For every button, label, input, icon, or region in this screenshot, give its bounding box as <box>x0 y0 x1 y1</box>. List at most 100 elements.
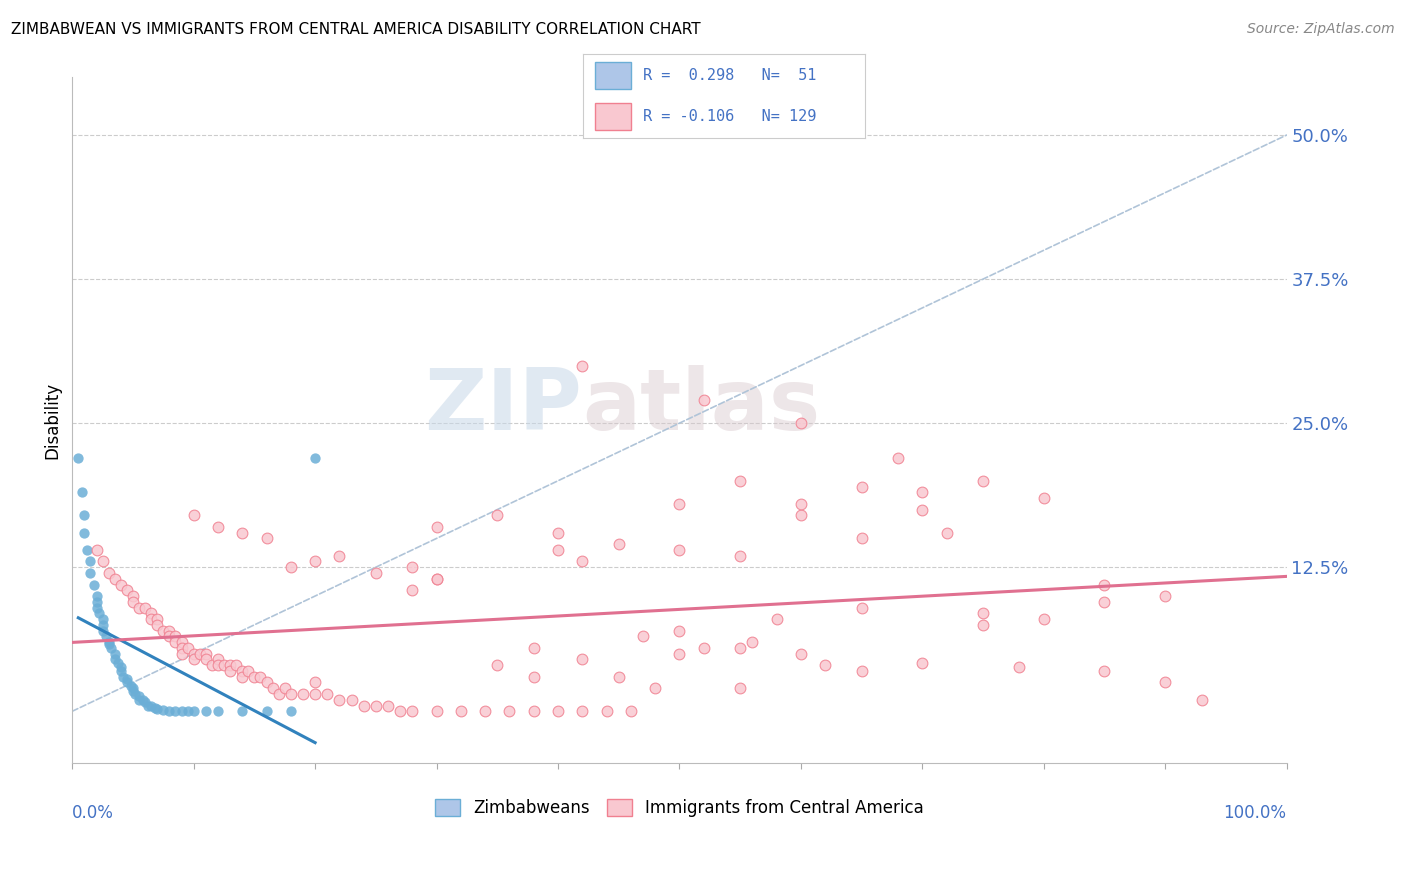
Point <box>741 635 763 649</box>
Point <box>364 566 387 580</box>
Point <box>176 704 198 718</box>
Text: 0.0%: 0.0% <box>72 805 114 822</box>
Point <box>207 652 229 666</box>
Point <box>110 577 132 591</box>
Point <box>935 525 957 540</box>
Point <box>141 612 163 626</box>
Point <box>79 554 101 568</box>
Point <box>157 624 180 638</box>
Point <box>814 658 837 673</box>
Point <box>972 607 994 621</box>
Point <box>104 647 127 661</box>
Point <box>83 577 105 591</box>
Text: 100.0%: 100.0% <box>1223 805 1286 822</box>
Point <box>141 607 163 621</box>
Y-axis label: Disability: Disability <box>44 382 60 458</box>
Point <box>112 670 135 684</box>
Point <box>644 681 666 696</box>
Point <box>183 647 205 661</box>
Point <box>304 687 326 701</box>
Point <box>97 566 120 580</box>
Point <box>170 647 193 661</box>
Point <box>207 658 229 673</box>
Point <box>765 612 787 626</box>
Point <box>364 698 387 713</box>
Point <box>851 532 873 546</box>
Point <box>1191 692 1213 706</box>
Point <box>401 560 423 574</box>
Point <box>165 635 187 649</box>
Point <box>188 647 211 661</box>
Point <box>122 589 145 603</box>
Point <box>523 704 546 718</box>
Point <box>267 687 290 701</box>
Point <box>243 670 266 684</box>
Point <box>122 683 145 698</box>
Point <box>91 612 114 626</box>
Point <box>170 635 193 649</box>
Point <box>157 704 180 718</box>
Point <box>231 704 253 718</box>
Point <box>152 703 174 717</box>
Point <box>262 681 284 696</box>
Point <box>304 675 326 690</box>
Point <box>911 502 934 516</box>
Point <box>911 656 934 670</box>
Point <box>134 695 156 709</box>
Point <box>128 690 150 704</box>
Point <box>115 675 138 690</box>
Point <box>486 508 509 523</box>
Point <box>256 704 278 718</box>
Point <box>91 554 114 568</box>
Point <box>1008 660 1031 674</box>
Point <box>851 600 873 615</box>
Point <box>668 543 690 558</box>
Point <box>238 664 260 678</box>
Point <box>128 692 150 706</box>
Point <box>304 554 326 568</box>
Point <box>790 416 813 430</box>
Point <box>328 692 350 706</box>
Point <box>104 572 127 586</box>
Point <box>96 629 118 643</box>
Point <box>1094 577 1116 591</box>
Point <box>91 617 114 632</box>
Point <box>86 595 108 609</box>
Point <box>70 485 93 500</box>
Point <box>201 658 224 673</box>
Point <box>231 670 253 684</box>
Text: ZIP: ZIP <box>425 365 582 448</box>
Point <box>401 583 423 598</box>
Point <box>547 704 569 718</box>
Point <box>450 704 472 718</box>
Point <box>183 508 205 523</box>
Point <box>183 704 205 718</box>
Text: ZIMBABWEAN VS IMMIGRANTS FROM CENTRAL AMERICA DISABILITY CORRELATION CHART: ZIMBABWEAN VS IMMIGRANTS FROM CENTRAL AM… <box>11 22 700 37</box>
Point <box>165 704 187 718</box>
Point <box>97 635 120 649</box>
Point <box>110 664 132 678</box>
Point <box>146 702 169 716</box>
Point <box>79 566 101 580</box>
Point <box>1154 589 1177 603</box>
Point <box>146 612 169 626</box>
Point <box>115 583 138 598</box>
Point <box>152 624 174 638</box>
Point <box>595 704 617 718</box>
Point <box>176 640 198 655</box>
Text: Source: ZipAtlas.com: Source: ZipAtlas.com <box>1247 22 1395 37</box>
Point <box>280 560 302 574</box>
Point <box>1094 664 1116 678</box>
Point <box>73 525 96 540</box>
Point <box>668 624 690 638</box>
Point <box>91 624 114 638</box>
Point <box>401 704 423 718</box>
Point <box>571 704 593 718</box>
Point <box>790 647 813 661</box>
Point <box>353 698 375 713</box>
Point <box>194 647 217 661</box>
Point <box>1094 595 1116 609</box>
Point <box>219 664 242 678</box>
Point <box>141 698 163 713</box>
Point <box>274 681 297 696</box>
